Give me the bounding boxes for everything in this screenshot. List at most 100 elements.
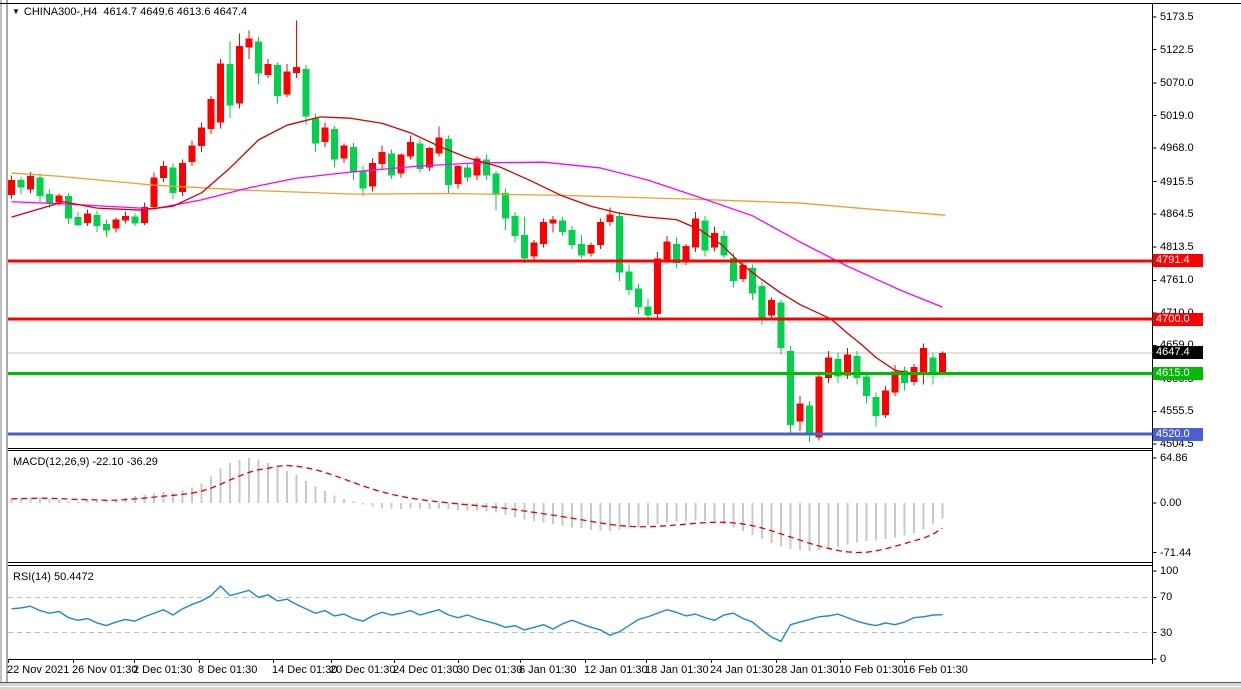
price-axis-label: 4915.5 xyxy=(1160,175,1194,188)
candle-body xyxy=(644,306,652,316)
price-axis-label: 4761.0 xyxy=(1160,274,1194,287)
candle-body xyxy=(407,141,414,157)
price-axis-label: 5070.0 xyxy=(1160,77,1194,90)
candle-body xyxy=(473,158,481,176)
macd-panel[interactable] xyxy=(10,458,944,554)
candle-body xyxy=(321,127,329,142)
price-axis-label: 4864.5 xyxy=(1160,208,1194,221)
ma-orange-line xyxy=(11,172,946,216)
candle-body xyxy=(312,118,319,144)
candle-body xyxy=(663,241,671,260)
price-axis-label: 5173.5 xyxy=(1160,11,1194,23)
candle-body xyxy=(264,63,272,75)
macd-axis-label: -71.44 xyxy=(1160,546,1192,559)
chart-title: ▼ CHINA300-,H4 4614.7 4649.6 4613.6 4647.… xyxy=(12,6,247,18)
candle-body xyxy=(122,215,129,221)
symbol-dropdown-icon[interactable]: ▼ xyxy=(12,7,20,16)
candle-body xyxy=(844,354,851,376)
price-axis-label: 4504.5 xyxy=(1160,438,1194,450)
candle-body xyxy=(720,236,728,256)
candle-body xyxy=(578,243,585,256)
candle-body xyxy=(540,222,547,244)
candle-body xyxy=(464,167,471,178)
macd-axis-label: 0.00 xyxy=(1160,497,1182,509)
candle-body xyxy=(131,216,139,224)
candle-body xyxy=(597,222,604,246)
candle-body xyxy=(511,215,519,237)
candle-body xyxy=(378,151,386,165)
candle-body xyxy=(454,166,462,184)
rsi-axis-label: 0 xyxy=(1160,653,1167,665)
candle-body xyxy=(549,219,557,224)
candle-body xyxy=(274,65,281,96)
candle-body xyxy=(796,403,804,422)
ma-darkred-line xyxy=(11,116,918,376)
candle-body xyxy=(27,176,34,190)
candle-body xyxy=(84,213,91,223)
candle-body xyxy=(901,370,908,384)
candle-body xyxy=(606,214,614,223)
candle-body xyxy=(502,192,509,219)
candle-body xyxy=(749,268,756,294)
candle-body xyxy=(245,38,253,48)
candle-body xyxy=(350,146,357,173)
candle-body xyxy=(198,127,205,147)
candle-body xyxy=(872,397,880,417)
time-axis-label: 2 Dec 01:30 xyxy=(133,664,193,676)
candle-body xyxy=(616,215,623,273)
candle-body xyxy=(682,245,690,262)
candle-body xyxy=(920,347,927,373)
candle-body xyxy=(834,358,842,377)
candle-body xyxy=(188,145,196,163)
rsi-panel[interactable] xyxy=(8,585,1153,643)
candle-body xyxy=(141,206,148,223)
candle-body xyxy=(416,143,424,170)
candle-body xyxy=(150,177,158,207)
macd-signal-line xyxy=(11,464,943,554)
candle-body xyxy=(388,153,395,176)
candle-body xyxy=(739,264,747,280)
price-axis-label: 4813.5 xyxy=(1160,240,1194,253)
price-badge-4615.0: 4615.0 xyxy=(1153,366,1203,380)
candle-body xyxy=(179,162,186,193)
rsi-axis-label: 70 xyxy=(1160,591,1173,604)
candle-body xyxy=(701,220,709,251)
time-axis-label: 30 Dec 01:30 xyxy=(457,664,523,676)
rsi-axis-label: 30 xyxy=(1160,626,1173,639)
price-axis-label: 4968.0 xyxy=(1160,142,1194,155)
main-price-panel[interactable] xyxy=(8,20,1153,442)
time-axis-label: 28 Jan 01:30 xyxy=(775,664,839,676)
price-badge-4700.0: 4700.0 xyxy=(1153,312,1203,326)
candle-body xyxy=(74,217,82,225)
candle-body xyxy=(559,220,566,232)
price-badge-4791.4: 4791.4 xyxy=(1153,254,1203,268)
candle-body xyxy=(568,229,576,246)
candle-body xyxy=(359,171,367,189)
candle-body xyxy=(255,41,262,74)
candle-body xyxy=(882,390,889,415)
candle-body xyxy=(207,99,215,130)
candle-body xyxy=(302,69,310,117)
macd-axis-label: 64.86 xyxy=(1160,452,1188,464)
candle-body xyxy=(46,194,53,204)
ohlc-values: 4614.7 4649.6 4613.6 4647.4 xyxy=(103,6,248,18)
candle-body xyxy=(36,177,44,197)
time-axis-label: 16 Feb 01:30 xyxy=(903,664,968,676)
candle-body xyxy=(939,352,946,374)
time-axis-label: 20 Dec 01:30 xyxy=(330,664,396,676)
candle-body xyxy=(103,224,110,231)
candle-body xyxy=(492,173,500,195)
candle-body xyxy=(853,356,861,378)
candle-body xyxy=(692,218,699,248)
candle-body xyxy=(112,219,120,229)
time-axis-label: 18 Jan 01:30 xyxy=(645,664,709,676)
candle-body xyxy=(730,257,737,281)
time-axis-label: 12 Jan 01:30 xyxy=(584,664,648,676)
candle-body xyxy=(891,371,899,393)
time-axis-label: 26 Nov 01:30 xyxy=(72,664,138,676)
candle-body xyxy=(283,71,291,95)
candle-body xyxy=(8,180,15,195)
time-axis-label: 14 Dec 01:30 xyxy=(272,664,338,676)
candle-body xyxy=(758,286,766,318)
